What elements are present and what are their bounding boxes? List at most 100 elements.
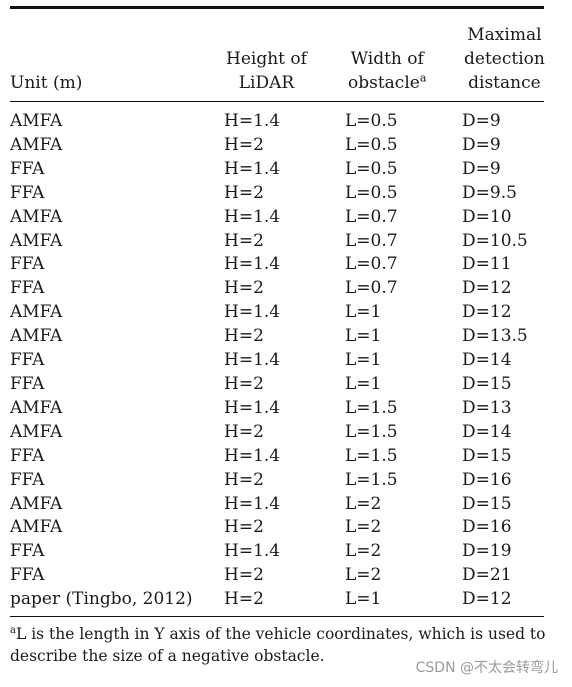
table-row: AMFA H=1.4 L=2 D=15: [10, 493, 544, 517]
document-table-page: Unit (m) Height of LiDAR Width of obstac…: [10, 6, 546, 667]
cell-distance: D=15: [462, 373, 512, 394]
cell-width: L=2: [345, 493, 382, 514]
cell-width: L=0.7: [345, 254, 398, 275]
cell-width: L=1: [345, 302, 382, 323]
cell-unit: FFA: [10, 254, 45, 275]
cell-unit: FFA: [10, 541, 45, 562]
cell-height: H=2: [224, 469, 264, 490]
cell-height: H=1.4: [224, 541, 281, 562]
table-row: AMFA H=2 L=0.7 D=10.5: [10, 230, 544, 254]
table-row: AMFA H=1.4 L=1.5 D=13: [10, 397, 544, 421]
cell-unit: AMFA: [10, 421, 63, 442]
footnote-text: L is the length in Y axis of the vehicle…: [10, 625, 546, 666]
cell-unit: FFA: [10, 278, 45, 299]
cell-height: H=2: [224, 230, 264, 251]
cell-width: L=0.5: [345, 134, 398, 155]
header-width: Width of obstaclea: [345, 9, 462, 101]
table-row: AMFA H=2 L=2 D=16: [10, 516, 544, 540]
cell-height: H=1.4: [224, 254, 281, 275]
cell-distance: D=9: [462, 158, 501, 179]
cell-width: L=2: [345, 565, 382, 586]
cell-width: L=1: [345, 373, 382, 394]
results-table: Unit (m) Height of LiDAR Width of obstac…: [10, 9, 545, 101]
cell-height: H=2: [224, 134, 264, 155]
header-distance-line1: Maximal: [467, 25, 542, 45]
header-unit: Unit (m): [10, 73, 83, 93]
cell-width: L=0.5: [345, 182, 398, 203]
header-distance-line3: distance: [468, 73, 541, 93]
table-row: AMFA H=1.4 L=1 D=12: [10, 301, 544, 325]
table-row: AMFA H=2 L=1 D=13.5: [10, 325, 544, 349]
cell-unit: AMFA: [10, 397, 63, 418]
cell-unit: FFA: [10, 350, 45, 371]
cell-height: H=2: [224, 182, 264, 203]
cell-height: H=2: [224, 589, 264, 610]
header-distance: Maximal detection distance: [462, 9, 545, 101]
table-row: FFA H=2 L=2 D=21: [10, 564, 544, 588]
header-height-line1: Height of: [226, 49, 307, 69]
cell-height: H=2: [224, 326, 264, 347]
cell-width: L=1.5: [345, 445, 398, 466]
header-width-line1: Width of: [350, 49, 424, 69]
table-row: FFA H=2 L=0.5 D=9.5: [10, 182, 544, 206]
cell-width: L=1.5: [345, 397, 398, 418]
top-rule: [10, 6, 544, 9]
cell-width: L=0.7: [345, 206, 398, 227]
cell-distance: D=12: [462, 302, 512, 323]
table-row: FFA H=1.4 L=0.7 D=11: [10, 253, 544, 277]
cell-width: L=0.7: [345, 230, 398, 251]
cell-distance: D=21: [462, 565, 512, 586]
cell-height: H=2: [224, 565, 264, 586]
cell-distance: D=11: [462, 254, 512, 275]
cell-height: H=1.4: [224, 206, 281, 227]
header-rule: [10, 101, 544, 102]
watermark: CSDN @不太会转弯儿: [415, 660, 558, 676]
header-width-line2: obstacle: [348, 73, 420, 93]
table-header: Unit (m) Height of LiDAR Width of obstac…: [10, 9, 545, 101]
cell-height: H=1.4: [224, 445, 281, 466]
table-row: paper (Tingbo, 2012) H=2 L=1 D=12: [10, 588, 544, 612]
cell-distance: D=13.5: [462, 326, 528, 347]
cell-height: H=1.4: [224, 302, 281, 323]
table-row: AMFA H=2 L=0.5 D=9: [10, 134, 544, 158]
cell-height: H=2: [224, 373, 264, 394]
cell-unit: FFA: [10, 158, 45, 179]
cell-distance: D=13: [462, 397, 512, 418]
header-height-line2: LiDAR: [238, 73, 295, 93]
cell-distance: D=12: [462, 589, 512, 610]
cell-width: L=1.5: [345, 421, 398, 442]
cell-height: H=1.4: [224, 493, 281, 514]
footnote-marker-label: a: [10, 624, 16, 636]
table-row: FFA H=1.4 L=1 D=14: [10, 349, 544, 373]
table-row: AMFA H=2 L=1.5 D=14: [10, 421, 544, 445]
cell-unit: AMFA: [10, 230, 63, 251]
header-distance-line2: detection: [464, 49, 545, 69]
table-row: FFA H=1.4 L=0.5 D=9: [10, 158, 544, 182]
cell-unit: AMFA: [10, 111, 63, 131]
cell-distance: D=9.5: [462, 182, 517, 203]
cell-distance: D=9: [462, 134, 501, 155]
cell-unit: FFA: [10, 565, 45, 586]
table-row: FFA H=2 L=1 D=15: [10, 373, 544, 397]
cell-distance: D=14: [462, 350, 512, 371]
cell-height: H=1.4: [224, 350, 281, 371]
cell-height: H=2: [224, 278, 264, 299]
cell-height: H=1.4: [224, 111, 281, 131]
header-height: Height of LiDAR: [224, 9, 345, 101]
cell-unit: FFA: [10, 373, 45, 394]
bottom-rule: [10, 616, 544, 618]
table-row: AMFA H=1.4 L=0.5 D=9: [10, 110, 544, 134]
table-row: AMFA H=1.4 L=0.7 D=10: [10, 206, 544, 230]
table-footnote: aL is the length in Y axis of the vehicl…: [10, 623, 550, 667]
cell-width: L=2: [345, 541, 382, 562]
table-row: FFA H=2 L=0.7 D=12: [10, 277, 544, 301]
cell-height: H=2: [224, 421, 264, 442]
cell-unit: FFA: [10, 182, 45, 203]
footnote-marker: a: [419, 71, 427, 85]
cell-distance: D=14: [462, 421, 512, 442]
cell-unit: AMFA: [10, 134, 63, 155]
cell-width: L=1.5: [345, 469, 398, 490]
cell-unit: AMFA: [10, 517, 63, 538]
cell-width: L=0.5: [345, 111, 398, 131]
table-row: FFA H=1.4 L=1.5 D=15: [10, 445, 544, 469]
